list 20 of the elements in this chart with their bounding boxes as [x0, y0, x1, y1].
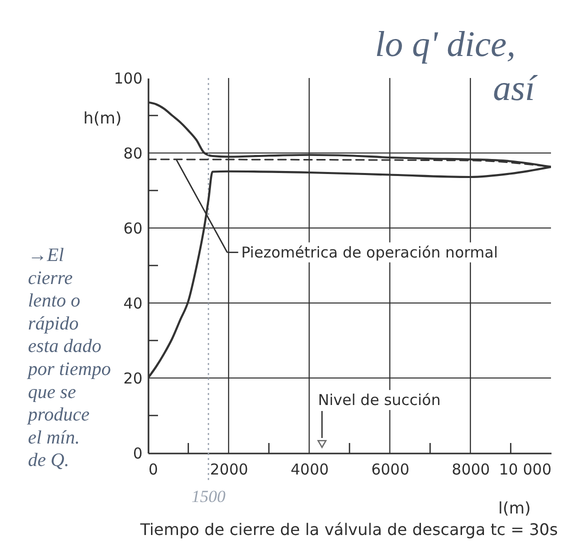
x-tick-label: 10 000	[499, 460, 552, 478]
y-tick-label: 20	[123, 370, 142, 388]
x-tick-label: 2000	[210, 460, 248, 478]
annotation: lo q' dice, así	[375, 24, 538, 108]
x-axis-title: l(m)	[498, 498, 531, 518]
x-tick-label: 4000	[290, 460, 329, 478]
text: →El cierre lento o rápido esta dado por tiempo que se produce el mín. de Q.	[28, 245, 111, 472]
y-tick-label: 0	[132, 444, 142, 462]
y-tick-label: 80	[123, 144, 142, 162]
x-tick-label: 8000	[452, 460, 490, 478]
x-tick-label: 6000	[371, 460, 410, 478]
y-tick-label: 60	[123, 220, 142, 238]
annotation: Piezométrica de operación normal	[241, 243, 498, 262]
text: Tiempo de cierre de la válvula de descarga tc = 30s	[139, 520, 558, 539]
annotation: Nivel de succión	[318, 391, 441, 409]
y-axis-title: h(m)	[83, 108, 122, 128]
y-tick-label: 40	[123, 294, 142, 312]
ref-line-label: 1500	[191, 487, 226, 506]
y-tick-label: 100	[114, 70, 142, 88]
x-tick-label: 0	[148, 460, 158, 478]
